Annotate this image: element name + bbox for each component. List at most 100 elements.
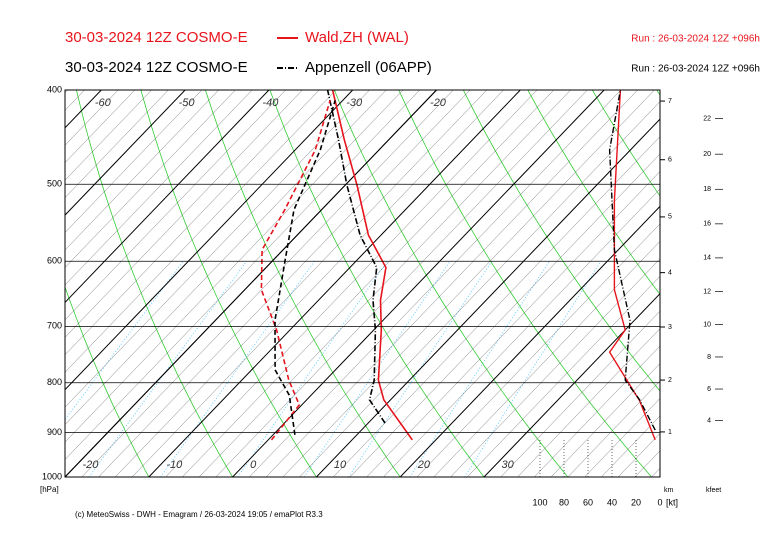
isotherm [550,363,660,477]
wind-speed-line [608,90,656,431]
kfeet-label: kfeet [706,487,721,494]
isotherm [65,90,387,425]
isotherm [65,90,370,408]
isotherm-major [483,292,660,477]
isotherm [567,380,660,477]
kfeet-tick-label: 20 [703,151,711,158]
isotherm [65,90,253,286]
kfeet-tick-label: 16 [703,221,711,228]
dry-adiabat [333,90,569,477]
isotherm [0,90,34,477]
isotherm [65,90,320,356]
isotherm [450,258,660,477]
isotherm [198,90,571,477]
isotherm [719,90,766,477]
temperature-label: -40 [262,97,279,109]
isotherm [131,90,504,477]
isotherm [500,310,660,477]
wind-tick-label: 100 [532,497,547,507]
kfeet-tick-label: 18 [703,186,711,193]
km-tick-label: 2 [668,377,672,384]
run-label: Run : 26-03-2024 12Z +096h [631,34,760,45]
mixing-ratio-line [237,261,388,477]
isotherm [65,90,270,303]
temperature-label: -10 [166,459,183,471]
isotherm-major [65,90,102,129]
temperature-label: 0 [250,459,257,471]
isotherm [65,90,353,390]
mixing-ratio-line [65,261,184,421]
isotherm [400,206,660,477]
temperature-label: 30 [502,459,515,471]
profile-line [326,90,386,424]
isotherm [433,241,660,477]
dry-adiabat [591,90,660,197]
wind-axis-label: [kt] [666,497,678,507]
isotherm [65,90,102,129]
temperature-label: -20 [83,459,100,471]
temperature-label: 20 [417,459,431,471]
isotherm [81,90,454,477]
isotherm [249,90,622,477]
km-tick-label: 6 [668,157,672,164]
isotherm [0,90,18,477]
isotherm [0,90,51,477]
isotherm [735,90,766,477]
isotherm [65,90,303,338]
mixing-ratio-line [464,261,602,477]
isotherm [702,90,766,477]
temperature-label: -50 [179,97,196,109]
isotherm [65,90,219,251]
isotherm [65,90,337,373]
mixing-ratio-line [160,261,315,477]
run-label: Run : 26-03-2024 12Z +096h [631,64,760,75]
isotherm [483,293,660,477]
kfeet-tick-label: 4 [707,417,711,424]
dry-adiabat [65,476,66,477]
isotherm [299,101,660,477]
legend-title: 30-03-2024 12Z COSMO-E [65,59,248,76]
km-tick-label: 3 [668,324,672,331]
isotherm [685,90,766,477]
isotherm-major [232,90,605,477]
wind-tick-label: 80 [559,497,569,507]
isotherm [65,90,203,233]
wind-tick-label: 40 [607,497,617,507]
km-tick-label: 1 [668,429,672,436]
isotherm [416,223,660,477]
kfeet-tick-label: 6 [707,386,711,393]
kfeet-tick-label: 8 [707,354,711,361]
temperature-label: -60 [95,97,112,109]
km-label: km [664,487,674,494]
isotherm [0,90,1,477]
isotherm [65,90,152,181]
profile-line [274,100,336,435]
dry-adiabat [462,90,660,392]
isotherm [383,188,660,477]
isotherm [467,275,660,477]
isotherm-major [65,90,437,477]
isotherm [65,90,119,146]
km-tick-label: 5 [668,214,672,221]
temperature-label: -30 [346,97,363,109]
mixing-ratio-line [303,261,451,477]
isotherm [65,90,186,216]
isotherm [517,328,660,477]
kfeet-tick-label: 10 [703,321,711,328]
dry-adiabat [721,90,766,477]
y-tick-label: 1000 [42,471,62,481]
isotherm [182,90,554,477]
y-tick-label: 700 [47,321,62,331]
isotherm-major [148,90,521,477]
isotherm [65,90,85,111]
isotherm [65,90,169,198]
dry-adiabat [205,90,401,477]
dry-adiabat [398,90,652,477]
isotherm [333,136,660,477]
dry-adiabat [656,90,660,96]
isotherm [366,171,660,477]
isotherm [165,90,538,477]
isotherm [65,90,135,164]
legend-name: Appenzell (06APP) [305,59,432,76]
